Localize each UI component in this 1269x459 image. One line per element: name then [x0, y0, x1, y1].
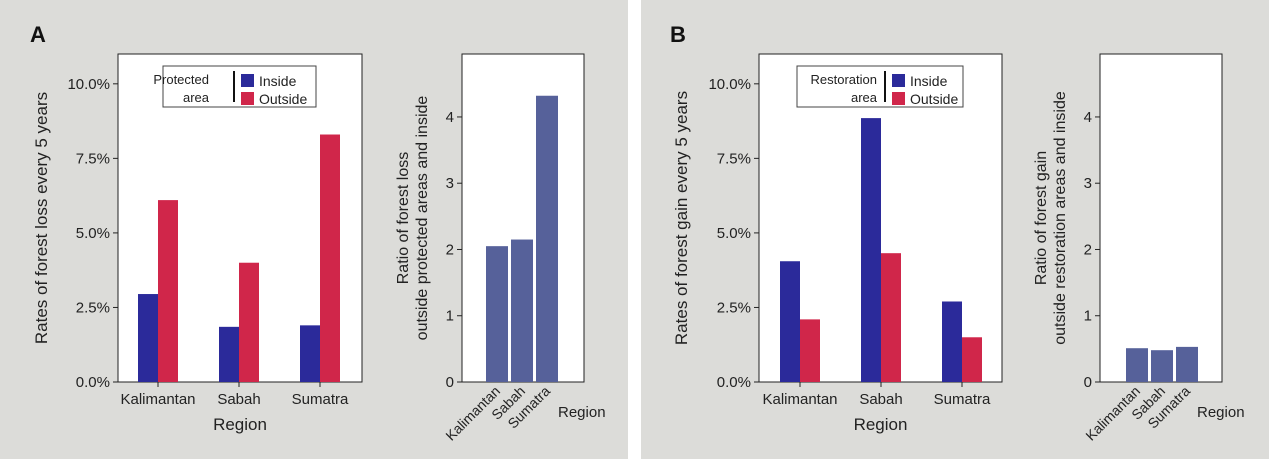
bar-ratio [536, 95, 558, 382]
x-tick-label: Sumatra [934, 391, 991, 408]
y-tick-label: 4 [1084, 109, 1092, 126]
y-tick-label: 0 [1084, 374, 1092, 391]
x-tick-label: Kalimantan [120, 391, 195, 408]
bar-outside [158, 200, 178, 382]
y-axis-label: Ratio of forest gain [1033, 151, 1050, 285]
bar-ratio [486, 246, 508, 382]
bar-outside [881, 253, 901, 382]
panel-letter: A [30, 22, 46, 47]
y-tick-label: 4 [446, 109, 454, 126]
bar-outside [320, 134, 340, 382]
x-axis-label: Region [558, 404, 606, 421]
y-tick-label: 10.0% [67, 76, 110, 93]
bar-ratio [1151, 350, 1173, 382]
bar-inside [219, 326, 239, 382]
y-tick-label: 5.0% [717, 225, 751, 242]
legend-swatch [892, 74, 905, 87]
legend-title: area [851, 90, 878, 105]
x-tick-label: Kalimantan [762, 391, 837, 408]
x-axis-label: Region [1197, 404, 1245, 421]
y-tick-label: 7.5% [76, 150, 110, 167]
y-tick-label: 3 [1084, 175, 1092, 192]
y-tick-label: 3 [446, 175, 454, 192]
y-axis-label: Ratio of forest loss [395, 152, 412, 285]
y-axis-label: outside restoration areas and inside [1052, 91, 1069, 345]
y-tick-label: 2 [446, 241, 454, 258]
bar-outside [239, 262, 259, 382]
legend-swatch [241, 92, 254, 105]
grouped-bar-chart: 0.0% 2.5% 5.0% 7.5% 10.0% Kalimantan Sabah Suma… [672, 53, 1003, 434]
bar-outside [962, 337, 982, 382]
bar-inside [138, 294, 158, 382]
x-tick-label: Sabah [859, 391, 902, 408]
legend-entry: Outside [910, 91, 958, 107]
bar-ratio [511, 239, 533, 382]
legend-title: Restoration [811, 72, 877, 87]
y-axis-label: Rates of forest loss every 5 years [32, 92, 51, 344]
y-tick-label: 2.5% [717, 299, 751, 316]
y-tick-label: 5.0% [76, 225, 110, 242]
legend-title: Protected [153, 72, 209, 87]
plot-area [1099, 53, 1223, 383]
y-tick-label: 7.5% [717, 150, 751, 167]
bar-outside [800, 319, 820, 382]
y-tick-label: 2 [1084, 241, 1092, 258]
bar-inside [780, 261, 800, 382]
y-axis-label: outside protected areas and inside [414, 96, 431, 341]
legend-title: area [183, 90, 210, 105]
x-axis-label: Region [213, 415, 267, 434]
x-tick-label: Sumatra [292, 391, 349, 408]
legend-entry: Inside [259, 73, 297, 89]
y-tick-label: 0.0% [76, 374, 110, 391]
legend-swatch [241, 74, 254, 87]
legend-entry: Inside [910, 73, 948, 89]
bar-ratio [1176, 346, 1198, 382]
grouped-bar-chart: 0.0% 2.5% 5.0% 7.5% 10.0% Kalimantan Sabah Suma… [32, 53, 363, 434]
bar-ratio [1126, 348, 1148, 382]
bar-inside [861, 118, 881, 382]
bar-inside [300, 325, 320, 382]
panel-letter: B [670, 22, 686, 47]
y-tick-label: 0 [446, 374, 454, 391]
x-axis-label: Region [854, 415, 908, 434]
y-tick-label: 10.0% [708, 76, 751, 93]
legend-swatch [892, 92, 905, 105]
y-tick-label: 1 [446, 308, 454, 325]
x-tick-label: Sabah [217, 391, 260, 408]
y-tick-label: 0.0% [717, 374, 751, 391]
legend-box [796, 65, 964, 108]
legend-box [162, 65, 317, 108]
y-tick-label: 1 [1084, 308, 1092, 325]
bar-inside [942, 301, 962, 382]
y-tick-label: 2.5% [76, 299, 110, 316]
y-axis-label: Rates of forest gain every 5 years [672, 91, 691, 345]
legend-entry: Outside [259, 91, 307, 107]
